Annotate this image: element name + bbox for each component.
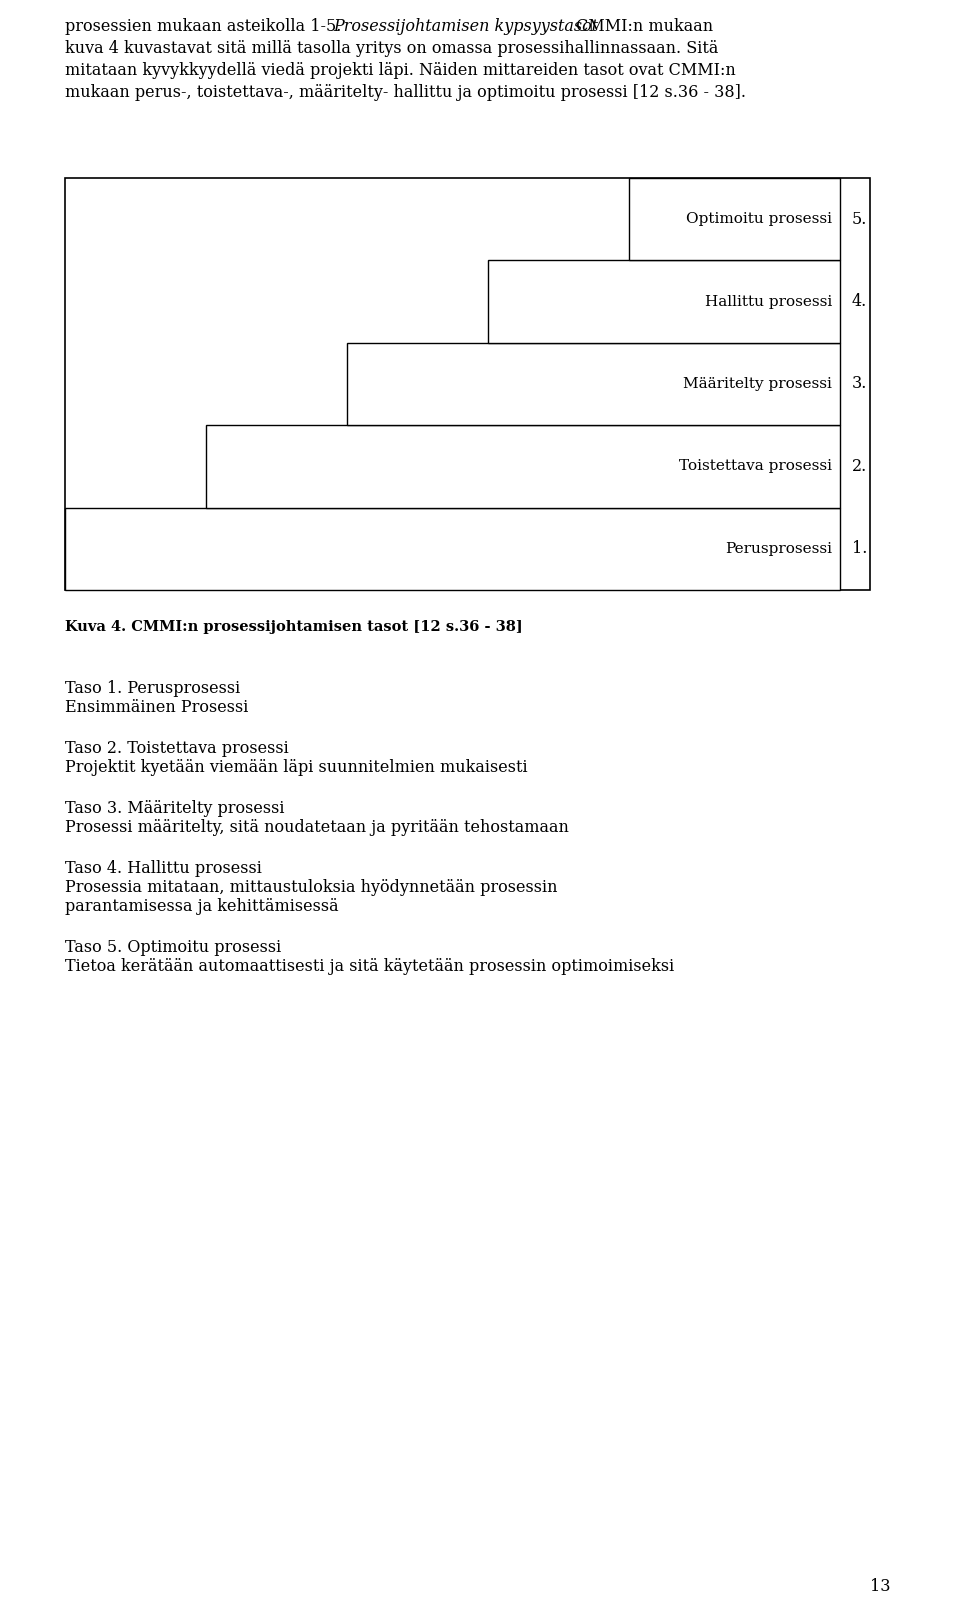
Text: Tietoa kerätään automaattisesti ja sitä käytetään prosessin optimoimiseksi: Tietoa kerätään automaattisesti ja sitä …	[65, 958, 674, 974]
Text: mitataan kyvykkyydellä viedä projekti läpi. Näiden mittareiden tasot ovat CMMI:n: mitataan kyvykkyydellä viedä projekti lä…	[65, 62, 735, 79]
Text: mukaan perus-, toistettava-, määritelty- hallittu ja optimoitu prosessi [12 s.36: mukaan perus-, toistettava-, määritelty-…	[65, 84, 746, 101]
Text: Prosessia mitataan, mittaustuloksia hyödynnetään prosessin: Prosessia mitataan, mittaustuloksia hyöd…	[65, 879, 558, 896]
Text: kuva 4 kuvastavat sitä millä tasolla yritys on omassa prosessihallinnassaan. Sit: kuva 4 kuvastavat sitä millä tasolla yri…	[65, 41, 718, 57]
Text: parantamisessa ja kehittämisessä: parantamisessa ja kehittämisessä	[65, 898, 339, 914]
Text: CMMI:n mukaan: CMMI:n mukaan	[571, 18, 713, 36]
Text: Projektit kyetään viemään läpi suunnitelmien mukaisesti: Projektit kyetään viemään läpi suunnitel…	[65, 759, 528, 776]
Bar	[629, 178, 840, 261]
Bar	[65, 507, 840, 590]
Bar	[347, 342, 840, 425]
Text: Optimoitu prosessi: Optimoitu prosessi	[686, 212, 832, 227]
Text: Kuva 4. CMMI:n prosessijohtamisen tasot [12 s.36 - 38]: Kuva 4. CMMI:n prosessijohtamisen tasot …	[65, 619, 523, 634]
Text: Määritelty prosessi: Määritelty prosessi	[684, 378, 832, 391]
Text: Taso 3. Määritelty prosessi: Taso 3. Määritelty prosessi	[65, 801, 284, 817]
Bar	[205, 425, 840, 507]
Bar	[488, 261, 840, 342]
Text: Prosessi määritelty, sitä noudatetaan ja pyritään tehostamaan: Prosessi määritelty, sitä noudatetaan ja…	[65, 819, 569, 836]
Text: 13: 13	[870, 1577, 890, 1595]
Text: prosessien mukaan asteikolla 1-5.: prosessien mukaan asteikolla 1-5.	[65, 18, 347, 36]
Text: Ensimmäinen Prosessi: Ensimmäinen Prosessi	[65, 699, 249, 716]
Text: 4.: 4.	[852, 293, 867, 310]
Text: Taso 2. Toistettava prosessi: Taso 2. Toistettava prosessi	[65, 741, 289, 757]
Text: 2.: 2.	[852, 457, 867, 475]
Text: Taso 4. Hallittu prosessi: Taso 4. Hallittu prosessi	[65, 861, 262, 877]
Text: 1.: 1.	[852, 540, 868, 558]
Bar	[65, 178, 870, 590]
Text: 3.: 3.	[852, 376, 868, 392]
Text: Taso 5. Optimoitu prosessi: Taso 5. Optimoitu prosessi	[65, 939, 281, 956]
Text: Prosessijohtamisen kypsyystasot: Prosessijohtamisen kypsyystasot	[333, 18, 598, 36]
Text: 5.: 5.	[852, 211, 868, 227]
Text: Perusprosessi: Perusprosessi	[725, 541, 832, 556]
Text: Taso 1. Perusprosessi: Taso 1. Perusprosessi	[65, 679, 240, 697]
Text: Hallittu prosessi: Hallittu prosessi	[705, 295, 832, 308]
Text: Toistettava prosessi: Toistettava prosessi	[679, 459, 832, 473]
